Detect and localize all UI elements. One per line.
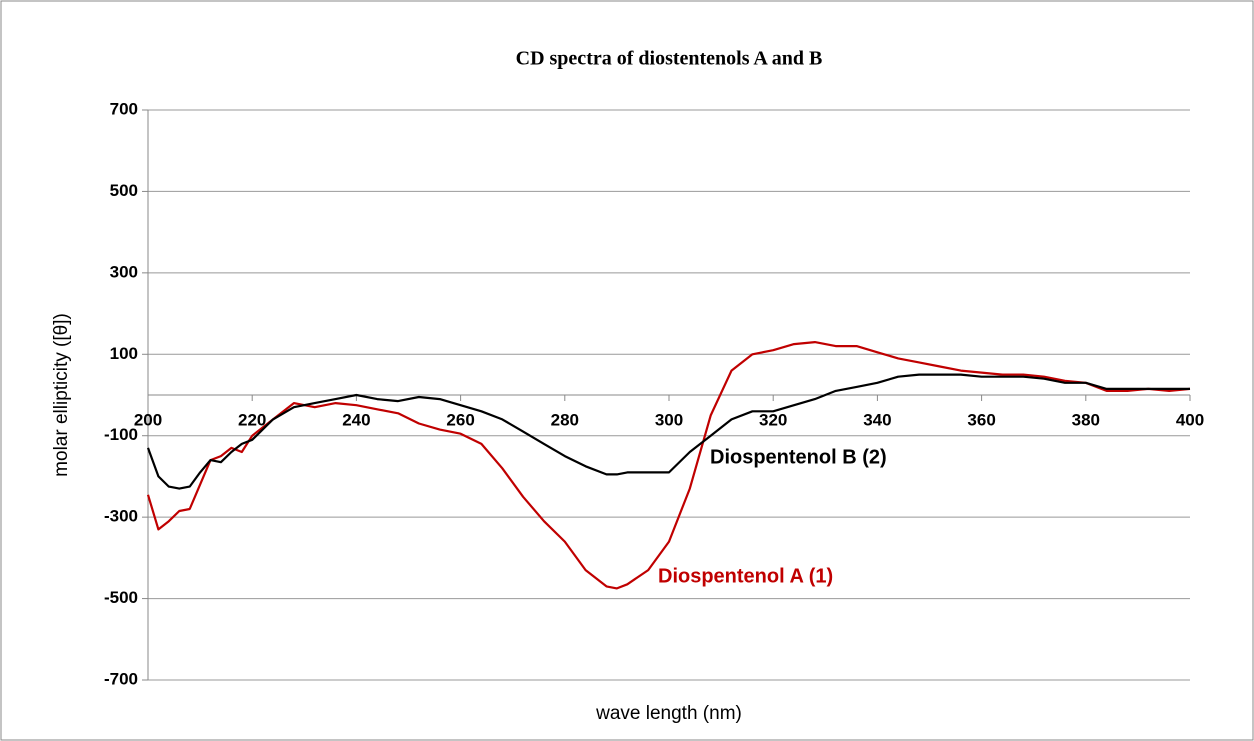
x-tick-label: 260 bbox=[446, 410, 474, 429]
y-tick-label: 500 bbox=[110, 181, 138, 200]
x-tick-label: 200 bbox=[134, 410, 162, 429]
x-tick-label: 360 bbox=[967, 410, 995, 429]
y-tick-label: -300 bbox=[104, 507, 138, 526]
series-line bbox=[146, 341, 1191, 590]
series-line bbox=[146, 373, 1190, 490]
x-tick-label: 220 bbox=[238, 410, 266, 429]
series-label: Diospentenol B (2) bbox=[710, 446, 887, 468]
y-tick-label: -500 bbox=[104, 588, 138, 607]
y-tick-label: 100 bbox=[110, 344, 138, 363]
y-tick-label: 300 bbox=[110, 262, 138, 281]
x-axis-label: wave length (nm) bbox=[595, 703, 742, 724]
chart-title: CD spectra of diostentenols A and B bbox=[516, 48, 823, 70]
x-tick-label: 320 bbox=[759, 410, 787, 429]
y-axis-label: molar ellipticity ([θ]) bbox=[51, 313, 72, 477]
y-tick-label: 700 bbox=[110, 99, 138, 118]
x-tick-label: 400 bbox=[1176, 410, 1204, 429]
y-tick-label: -700 bbox=[104, 669, 138, 688]
series-label: Diospentenol A (1) bbox=[658, 565, 833, 587]
x-tick-label: 340 bbox=[863, 410, 891, 429]
x-tick-label: 280 bbox=[551, 410, 579, 429]
y-tick-label: -100 bbox=[104, 425, 138, 444]
x-tick-label: 240 bbox=[342, 410, 370, 429]
x-tick-label: 380 bbox=[1072, 410, 1100, 429]
x-tick-label: 300 bbox=[655, 410, 683, 429]
